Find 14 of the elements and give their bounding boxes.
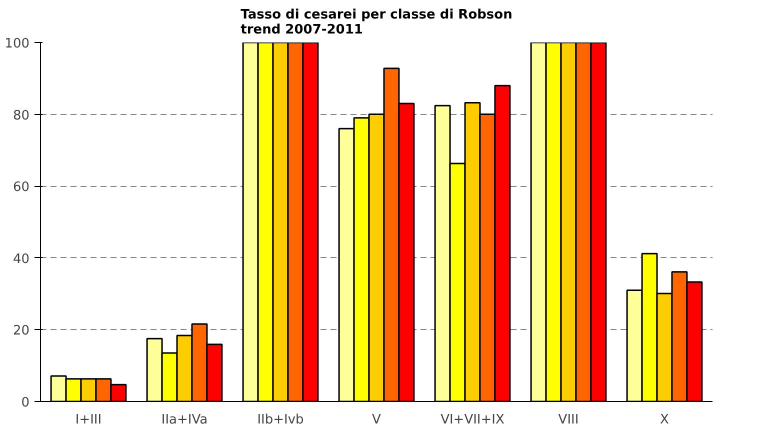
y-tick-label: 0 xyxy=(21,396,30,410)
y-tick-label: 40 xyxy=(12,252,30,267)
x-tick-label: VIII xyxy=(558,412,579,428)
x-tick-label: V xyxy=(372,412,382,428)
y-tick-label: 20 xyxy=(12,324,30,339)
y-tick-label: 80 xyxy=(12,108,30,124)
x-tick-label: I+III xyxy=(75,412,102,428)
y-tick-label: 60 xyxy=(12,180,30,196)
chart-title: Tasso di cesarei per classe di Robson trend 2007-2011 xyxy=(240,8,512,38)
x-tick-label: IIb+Ivb xyxy=(257,412,304,428)
x-tick-label: VI+VII+IX xyxy=(440,412,504,428)
x-tick-label: IIa+IVa xyxy=(161,412,208,428)
x-tick-label: X xyxy=(660,412,670,428)
y-tick-label: 100 xyxy=(4,36,30,52)
